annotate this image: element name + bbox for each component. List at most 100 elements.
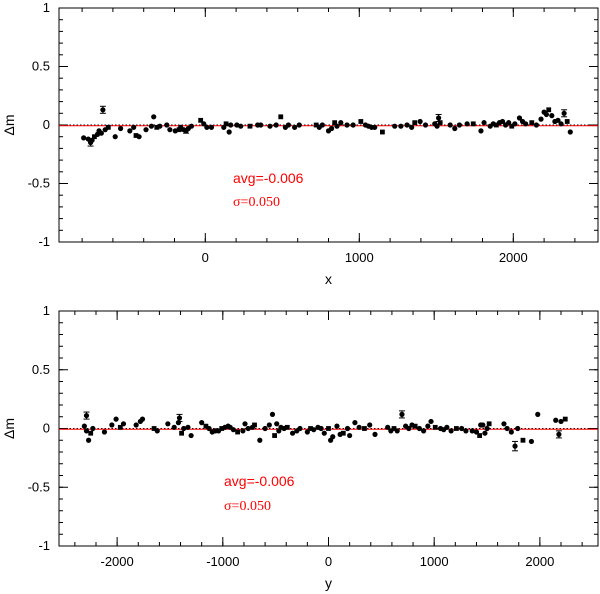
data-point: [143, 127, 149, 133]
data-point: [133, 133, 139, 138]
data-point: [199, 420, 205, 426]
data-point: [85, 437, 92, 443]
data-point: [165, 421, 171, 427]
data-point: [228, 122, 234, 128]
y-axis-title: Δm: [1, 114, 17, 135]
data-point: [538, 116, 544, 122]
y-tick-label: 0.5: [32, 59, 50, 74]
data-point: [417, 118, 423, 125]
data-point: [98, 130, 104, 136]
data-point: [558, 121, 564, 127]
data-point: [326, 426, 331, 431]
data-point: [478, 128, 484, 134]
data-point: [100, 107, 106, 113]
data-point: [385, 424, 391, 430]
data-point: [362, 426, 367, 431]
x-tick-label: 1000: [345, 250, 374, 265]
data-point: [175, 420, 182, 426]
y-tick-label: 1: [43, 0, 50, 15]
y-tick-label: 0.5: [32, 362, 50, 377]
data-point: [555, 117, 561, 123]
data-point: [330, 434, 336, 440]
data-point: [117, 424, 123, 430]
x-tick-label: -1000: [206, 554, 239, 569]
data-point: [463, 428, 469, 434]
y-axis-title: Δm: [1, 418, 17, 439]
data-point: [456, 122, 462, 128]
data-point: [406, 425, 412, 432]
data-point: [247, 123, 253, 129]
sigma-annotation: σ=0.050: [233, 195, 280, 210]
data-point: [332, 120, 338, 126]
x-tick-label: 2000: [525, 554, 554, 569]
data-point: [352, 420, 358, 426]
data-point: [83, 428, 90, 434]
data-point: [428, 418, 434, 425]
data-point: [425, 423, 431, 429]
data-point: [535, 411, 541, 417]
data-point: [311, 427, 317, 433]
data-point: [464, 121, 470, 127]
data-point: [564, 119, 570, 124]
data-point: [308, 426, 313, 431]
data-point: [469, 428, 475, 434]
y-tick-label: -1: [38, 538, 50, 553]
average-annotation: avg=-0.006: [233, 170, 304, 186]
data-point: [556, 431, 562, 437]
data-point: [105, 124, 111, 130]
data-point: [328, 125, 335, 132]
data-point: [558, 418, 564, 425]
x-axis-title: x: [325, 271, 332, 287]
data-point: [151, 426, 157, 431]
data-point: [356, 424, 362, 430]
data-point: [179, 430, 184, 436]
data-point: [242, 421, 248, 427]
data-point: [422, 122, 429, 128]
data-point: [409, 124, 415, 130]
x-tick-label: 1000: [420, 554, 449, 569]
data-point: [101, 429, 108, 435]
panel-bottom-y: 1 0.5 0 -0.5 -1 -2000 -1000 0 1000 2000 avg=-0.006…: [1, 303, 599, 591]
data-point: [81, 423, 87, 429]
data-point: [167, 127, 173, 133]
data-point: [203, 423, 209, 429]
data-point: [90, 425, 96, 432]
data-point: [543, 111, 550, 118]
data-point: [118, 125, 124, 132]
data-point: [313, 122, 319, 128]
data-point: [319, 122, 325, 128]
data-point: [447, 122, 453, 128]
data-point: [171, 424, 177, 430]
data-point: [516, 115, 523, 121]
y-tick-label: 0: [43, 117, 50, 132]
data-point: [289, 430, 296, 436]
data-point: [372, 431, 378, 437]
x-tick-label: -2000: [101, 554, 134, 569]
data-point: [188, 432, 194, 439]
data-point: [154, 428, 160, 434]
data-point: [273, 122, 279, 128]
data-point: [230, 427, 236, 433]
data-point: [394, 428, 400, 434]
data-point: [226, 129, 232, 135]
data-point: [338, 120, 344, 126]
data-point: [459, 425, 465, 432]
data-point: [181, 127, 187, 133]
data-point: [486, 421, 492, 427]
data-point: [188, 123, 195, 129]
average-annotation: avg=-0.006: [224, 473, 295, 489]
data-point: [399, 411, 405, 417]
data-point: [296, 122, 302, 128]
data-point: [470, 121, 476, 127]
data-point: [136, 134, 142, 140]
data-point: [344, 425, 351, 432]
x-tick-label: 0: [202, 250, 209, 265]
data-point: [176, 127, 182, 133]
data-point: [444, 424, 450, 430]
data-point: [436, 115, 442, 121]
data-point: [561, 110, 567, 116]
y-tick-label: -1: [38, 234, 50, 249]
data-point: [206, 425, 212, 432]
data-point: [334, 123, 340, 129]
data-point: [421, 428, 427, 434]
